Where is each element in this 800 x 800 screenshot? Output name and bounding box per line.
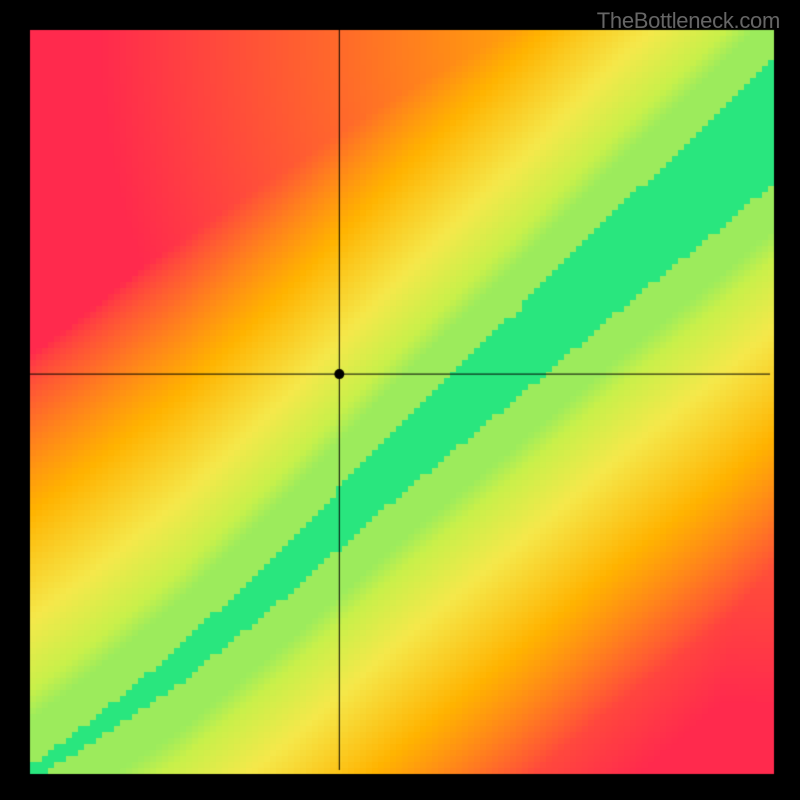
chart-container: TheBottleneck.com: [0, 0, 800, 800]
bottleneck-heatmap: [0, 0, 800, 800]
attribution-text: TheBottleneck.com: [597, 8, 780, 34]
